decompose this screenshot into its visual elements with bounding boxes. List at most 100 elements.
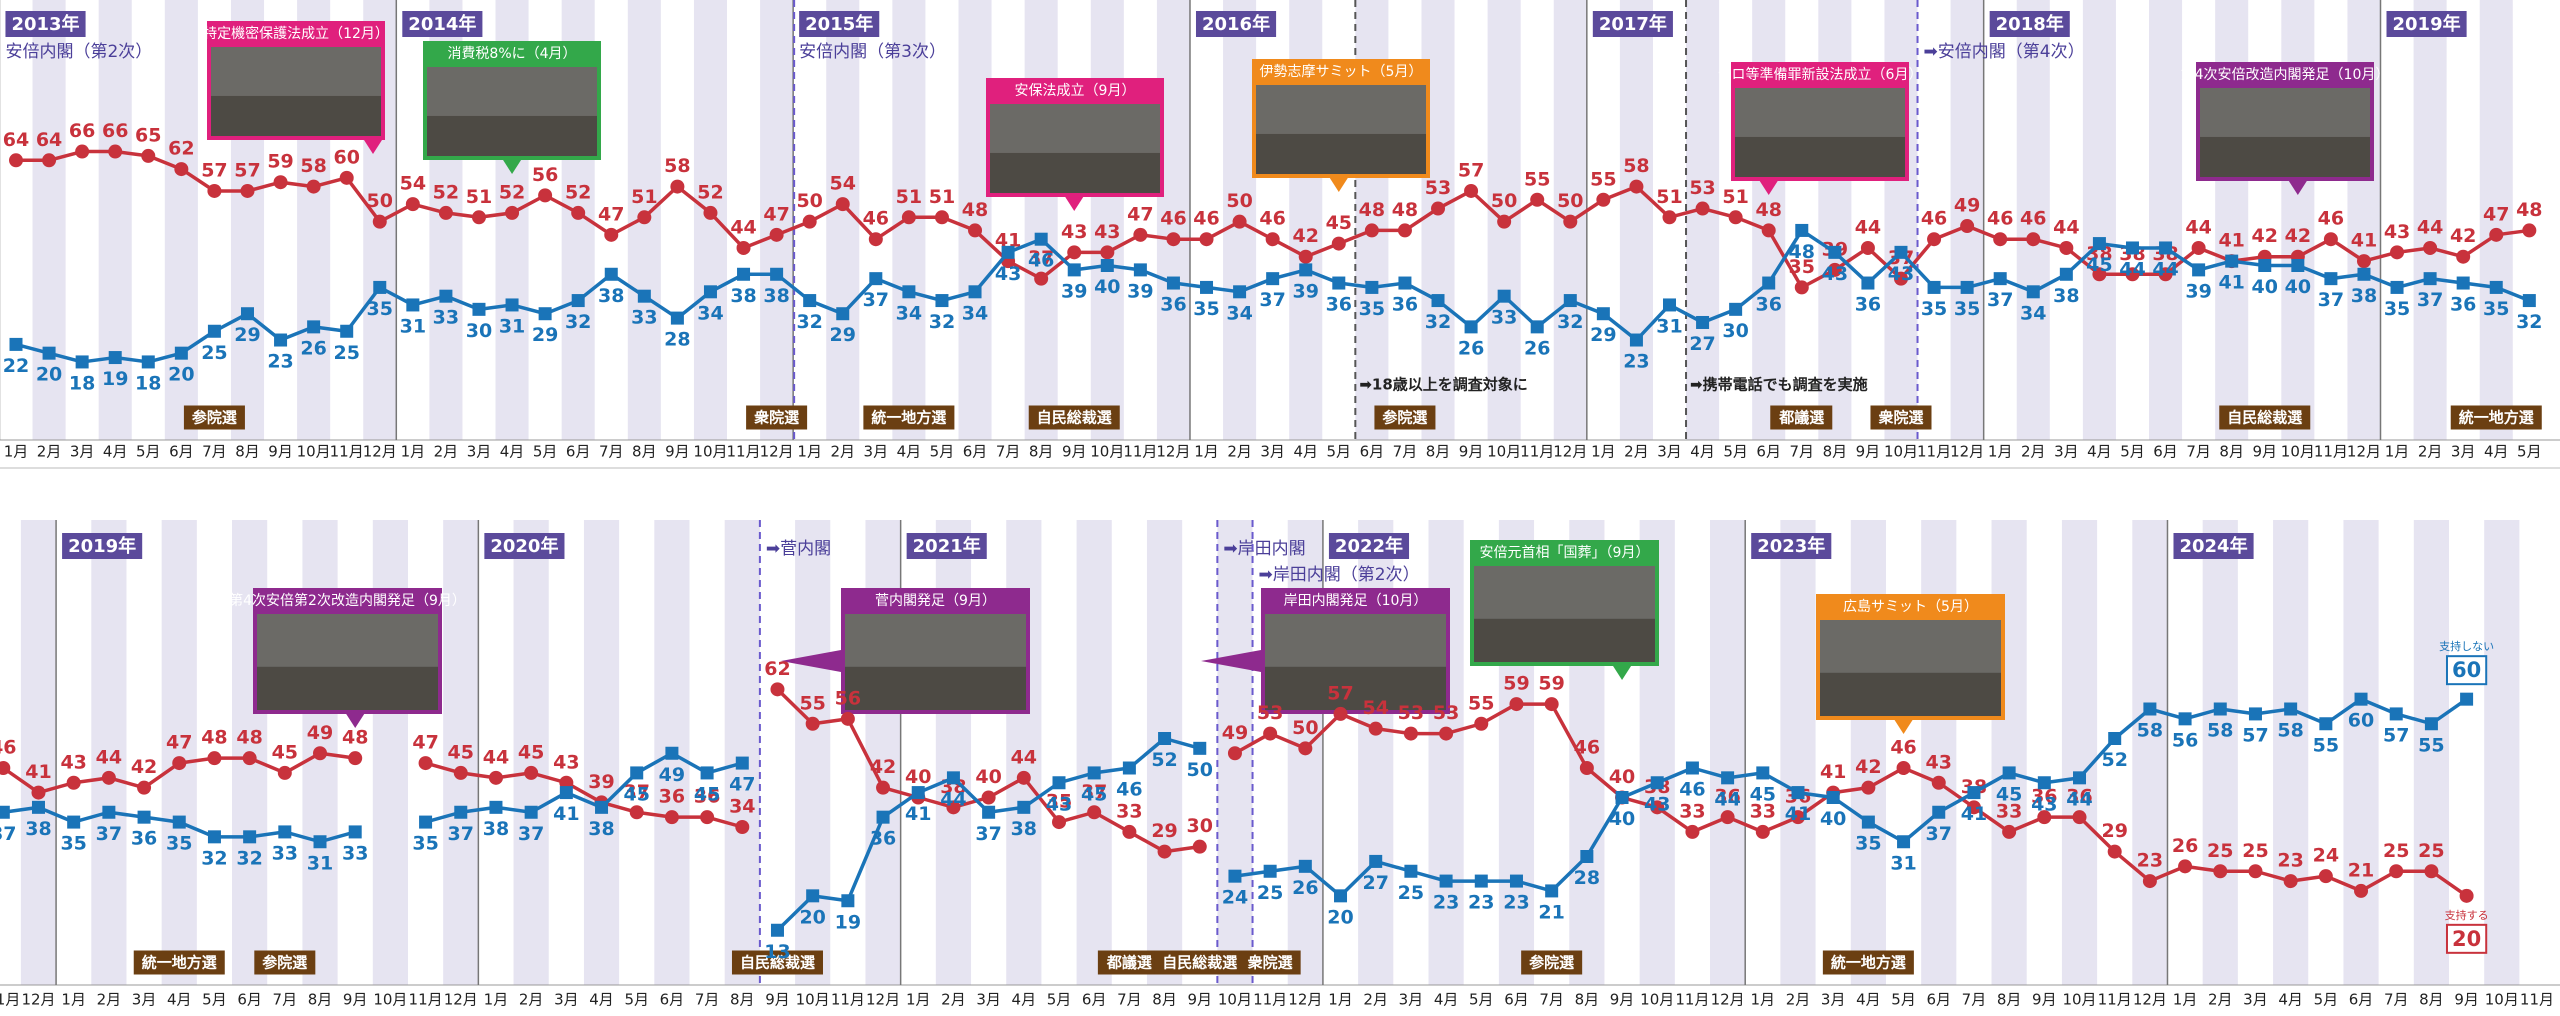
data-label: 44 (2152, 258, 2178, 280)
data-label: 36 (1160, 294, 1186, 316)
data-label: 38 (730, 285, 756, 307)
data-point (524, 766, 538, 780)
data-point (1897, 835, 1910, 848)
data-label: 30 (466, 320, 492, 342)
data-label: 41 (1820, 761, 1846, 783)
x-tick-label: 2月 (2021, 443, 2046, 461)
x-tick-label: 10月 (693, 443, 727, 461)
data-label: 51 (1656, 186, 1682, 208)
data-label: 38 (763, 285, 789, 307)
data-label: 24 (1222, 887, 1248, 909)
data-point (2248, 864, 2262, 878)
data-point (2424, 272, 2437, 285)
data-point (207, 751, 221, 765)
data-label: 28 (1574, 867, 1600, 889)
x-tick-label: 8月 (1823, 443, 1848, 461)
data-point (1193, 840, 1207, 854)
data-point (902, 285, 915, 298)
data-label: 48 (1359, 199, 1385, 221)
data-label: 35 (60, 833, 86, 855)
data-label: 34 (2020, 302, 2046, 324)
data-point (1228, 746, 1242, 760)
data-point (736, 757, 749, 770)
data-label: 33 (1116, 800, 1142, 822)
data-point (1052, 815, 1066, 829)
data-label: 43 (1644, 793, 1670, 815)
data-point (241, 307, 254, 320)
month-stripe (1780, 520, 1815, 985)
event-label: 広島サミット（5月） (1843, 599, 1978, 615)
x-tick-label: 12月 (1288, 991, 1322, 1009)
data-label: 39 (1061, 280, 1087, 302)
x-tick-label: 9月 (1062, 443, 1087, 461)
data-label: 22 (3, 355, 29, 377)
cabinet-label: 安倍内閣（第2次） (5, 42, 152, 62)
data-point (935, 294, 948, 307)
data-label: 57 (1327, 682, 1353, 704)
data-label: 33 (433, 307, 459, 329)
data-point (803, 215, 817, 229)
data-label: 46 (1890, 737, 1916, 759)
year-label: 2022年 (1335, 535, 1403, 557)
data-label: 41 (2218, 230, 2244, 252)
data-point (1630, 334, 1643, 347)
cabinet-label: 安倍内閣（第3次） (799, 42, 946, 62)
data-point (1721, 810, 1735, 824)
x-tick-label: 4月 (1690, 443, 1715, 461)
month-stripe (1620, 0, 1653, 440)
data-point (1563, 215, 1577, 229)
data-point (1596, 193, 1610, 207)
data-point (1795, 224, 1808, 237)
data-label: 35 (1921, 298, 1947, 320)
month-stripe (694, 0, 727, 440)
data-label: 47 (729, 774, 755, 796)
x-tick-label: 9月 (765, 991, 790, 1009)
note-label: ➡18歳以上を調査対象に (1359, 376, 1527, 394)
year-label: 2023年 (1757, 535, 1825, 557)
data-label: 44 (1855, 216, 1881, 238)
data-point (2324, 232, 2338, 246)
data-label: 62 (168, 138, 194, 160)
data-point (2192, 263, 2205, 276)
data-point (1298, 741, 1312, 755)
data-point (539, 307, 552, 320)
data-point (912, 786, 925, 799)
data-label: 46 (1160, 208, 1186, 230)
data-label: 33 (1491, 307, 1517, 329)
data-point (1334, 707, 1348, 721)
data-point (175, 347, 188, 360)
data-point (737, 241, 751, 255)
month-stripe (2132, 520, 2167, 985)
data-label: 37 (1987, 289, 2013, 311)
event-photo-detail (427, 116, 597, 156)
x-tick-label: 2月 (37, 443, 62, 461)
data-point (1266, 272, 1279, 285)
data-label: 26 (300, 337, 326, 359)
data-point (605, 268, 618, 281)
data-label: 38 (25, 818, 51, 840)
data-point (1897, 761, 1911, 775)
data-label: 53 (1433, 702, 1459, 724)
data-point (1721, 771, 1734, 784)
data-point (560, 786, 573, 799)
month-stripe (1686, 0, 1719, 440)
x-tick-label: 12月 (1950, 443, 1984, 461)
x-tick-label: 1月 (1751, 991, 1776, 1009)
data-label: 50 (796, 190, 822, 212)
x-tick-label: 2月 (434, 443, 459, 461)
data-point (1465, 320, 1478, 333)
data-point (1398, 223, 1412, 237)
data-point (243, 830, 256, 843)
data-point (109, 351, 122, 364)
data-point (43, 347, 56, 360)
data-point (207, 184, 221, 198)
x-tick-label: 4月 (1012, 991, 1037, 1009)
data-label: 45 (1996, 783, 2022, 805)
x-tick-label: 1月 (61, 991, 86, 1009)
month-stripe (2203, 520, 2238, 985)
x-tick-label: 11月 (2520, 991, 2554, 1009)
event-label: テロ等準備罪新設法成立（6月） (1718, 66, 1923, 83)
data-point (2390, 707, 2403, 720)
x-tick-label: 8月 (1997, 991, 2022, 1009)
data-label: 60 (2348, 710, 2374, 732)
